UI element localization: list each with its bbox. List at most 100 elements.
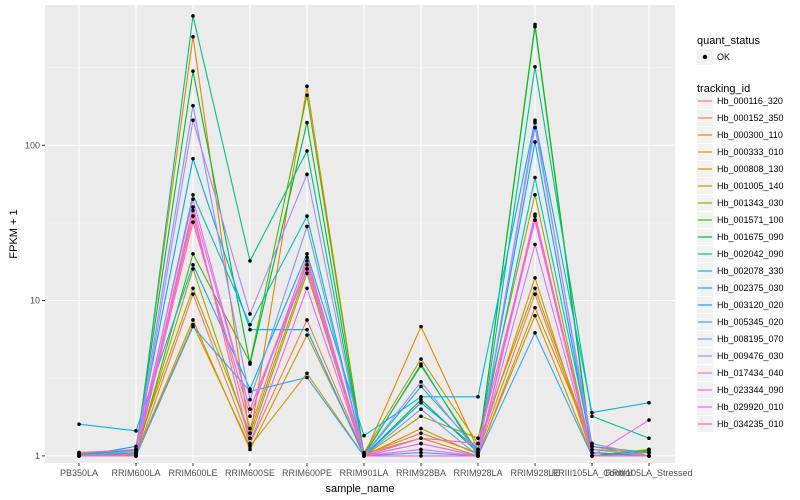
- data-point: [191, 292, 195, 296]
- legend-tracking-title: tracking_id: [697, 83, 750, 95]
- data-point: [305, 255, 309, 260]
- data-point: [419, 436, 423, 441]
- data-point: [647, 400, 651, 405]
- legend-series-label: Hb_002375_030: [717, 283, 784, 293]
- data-point: [248, 414, 252, 419]
- legend-series-label: Hb_002042_090: [717, 249, 784, 259]
- data-point: [191, 192, 195, 197]
- data-point: [305, 271, 309, 276]
- data-point: [419, 447, 423, 452]
- data-point: [191, 220, 195, 224]
- data-point: [305, 333, 309, 337]
- data-point: [533, 192, 537, 197]
- data-point: [248, 312, 252, 316]
- legend-series-label: Hb_001005_140: [717, 181, 784, 191]
- data-point: [419, 357, 423, 361]
- data-point: [134, 454, 138, 458]
- data-point: [419, 324, 423, 329]
- data-point: [533, 175, 537, 180]
- data-point: [134, 444, 138, 449]
- data-point: [533, 24, 537, 29]
- data-point: [191, 214, 195, 218]
- data-point: [305, 149, 309, 153]
- data-point: [248, 259, 252, 263]
- legend-series-label: Hb_034235_010: [717, 419, 784, 429]
- data-point: [419, 414, 423, 419]
- data-point: [476, 454, 480, 458]
- data-point: [647, 436, 651, 441]
- data-point: [533, 218, 537, 222]
- data-point: [476, 450, 480, 455]
- legend-quant-label: OK: [717, 52, 730, 62]
- legend-series-label: Hb_008195_070: [717, 334, 784, 344]
- legend-series-label: Hb_000116_320: [717, 96, 783, 106]
- data-point: [533, 331, 537, 335]
- x-tick-label: RRIM928LE: [510, 468, 559, 478]
- data-point: [305, 259, 309, 263]
- x-tick-label: RRIM600SE: [225, 468, 275, 478]
- data-point: [248, 447, 252, 452]
- data-point: [191, 118, 195, 122]
- data-point: [533, 313, 537, 318]
- legend-series-label: Hb_009476_030: [717, 351, 784, 361]
- data-point: [533, 212, 537, 216]
- legend-series-label: Hb_005345_020: [717, 317, 784, 327]
- data-point: [305, 120, 309, 125]
- data-point: [590, 447, 594, 452]
- data-point: [533, 242, 537, 247]
- data-point: [191, 324, 195, 329]
- legend-series-label: Hb_001571_100: [717, 215, 784, 225]
- data-point: [419, 397, 423, 402]
- legend-series-label: Hb_000808_130: [717, 164, 784, 174]
- data-point: [248, 431, 252, 436]
- data-point: [419, 395, 423, 399]
- data-point: [476, 441, 480, 446]
- data-point: [191, 14, 195, 18]
- data-point: [533, 286, 537, 291]
- x-tick-label: RRIM600PE: [282, 468, 332, 478]
- legend-series-label: Hb_029920_010: [717, 402, 784, 412]
- data-point: [419, 431, 423, 436]
- y-tick-label: 100: [25, 140, 40, 150]
- data-point: [191, 262, 195, 267]
- data-point: [248, 397, 252, 402]
- legend-series-label: Hb_000333_010: [717, 147, 784, 157]
- data-point: [533, 120, 537, 125]
- y-tick-label: 1: [35, 451, 40, 461]
- data-point: [305, 267, 309, 271]
- data-point: [248, 327, 252, 332]
- x-tick-label: RRIII105LA_Control: [552, 468, 633, 478]
- x-tick-label: RRIM928LA: [453, 468, 502, 478]
- data-point: [248, 407, 252, 411]
- data-point: [362, 454, 366, 458]
- data-point: [305, 84, 309, 89]
- data-point: [533, 276, 537, 280]
- x-axis-title: sample_name: [325, 483, 394, 495]
- data-point: [476, 395, 480, 399]
- x-tick-label: RRIM928BA: [396, 468, 446, 478]
- data-point: [533, 305, 537, 310]
- data-point: [191, 34, 195, 39]
- data-point: [419, 379, 423, 384]
- data-point: [191, 318, 195, 322]
- data-point: [305, 214, 309, 218]
- legend-series-label: Hb_003120_020: [717, 300, 784, 310]
- data-point: [305, 286, 309, 291]
- data-point: [647, 454, 651, 458]
- x-tick-label: RRIM600LA: [111, 468, 160, 478]
- data-point: [191, 205, 195, 209]
- legend-tracking-items: Hb_000116_320 Hb_000152_350 Hb_000300_110 H…: [697, 93, 784, 432]
- x-axis-ticks: PB350LA RRIM600LA RRIM600LE RRIM600SE RRIM60…: [60, 463, 693, 478]
- data-point: [305, 93, 309, 98]
- data-point: [533, 65, 537, 69]
- data-point: [305, 262, 309, 267]
- data-point: [590, 454, 594, 458]
- data-point: [248, 387, 252, 391]
- data-point: [533, 292, 537, 296]
- legend-series-label: Hb_001343_030: [717, 198, 784, 208]
- data-point: [419, 441, 423, 446]
- y-tick-label: 10: [30, 296, 40, 306]
- data-point: [191, 69, 195, 73]
- data-point: [419, 362, 423, 366]
- legend-quant-items: OK: [697, 49, 730, 65]
